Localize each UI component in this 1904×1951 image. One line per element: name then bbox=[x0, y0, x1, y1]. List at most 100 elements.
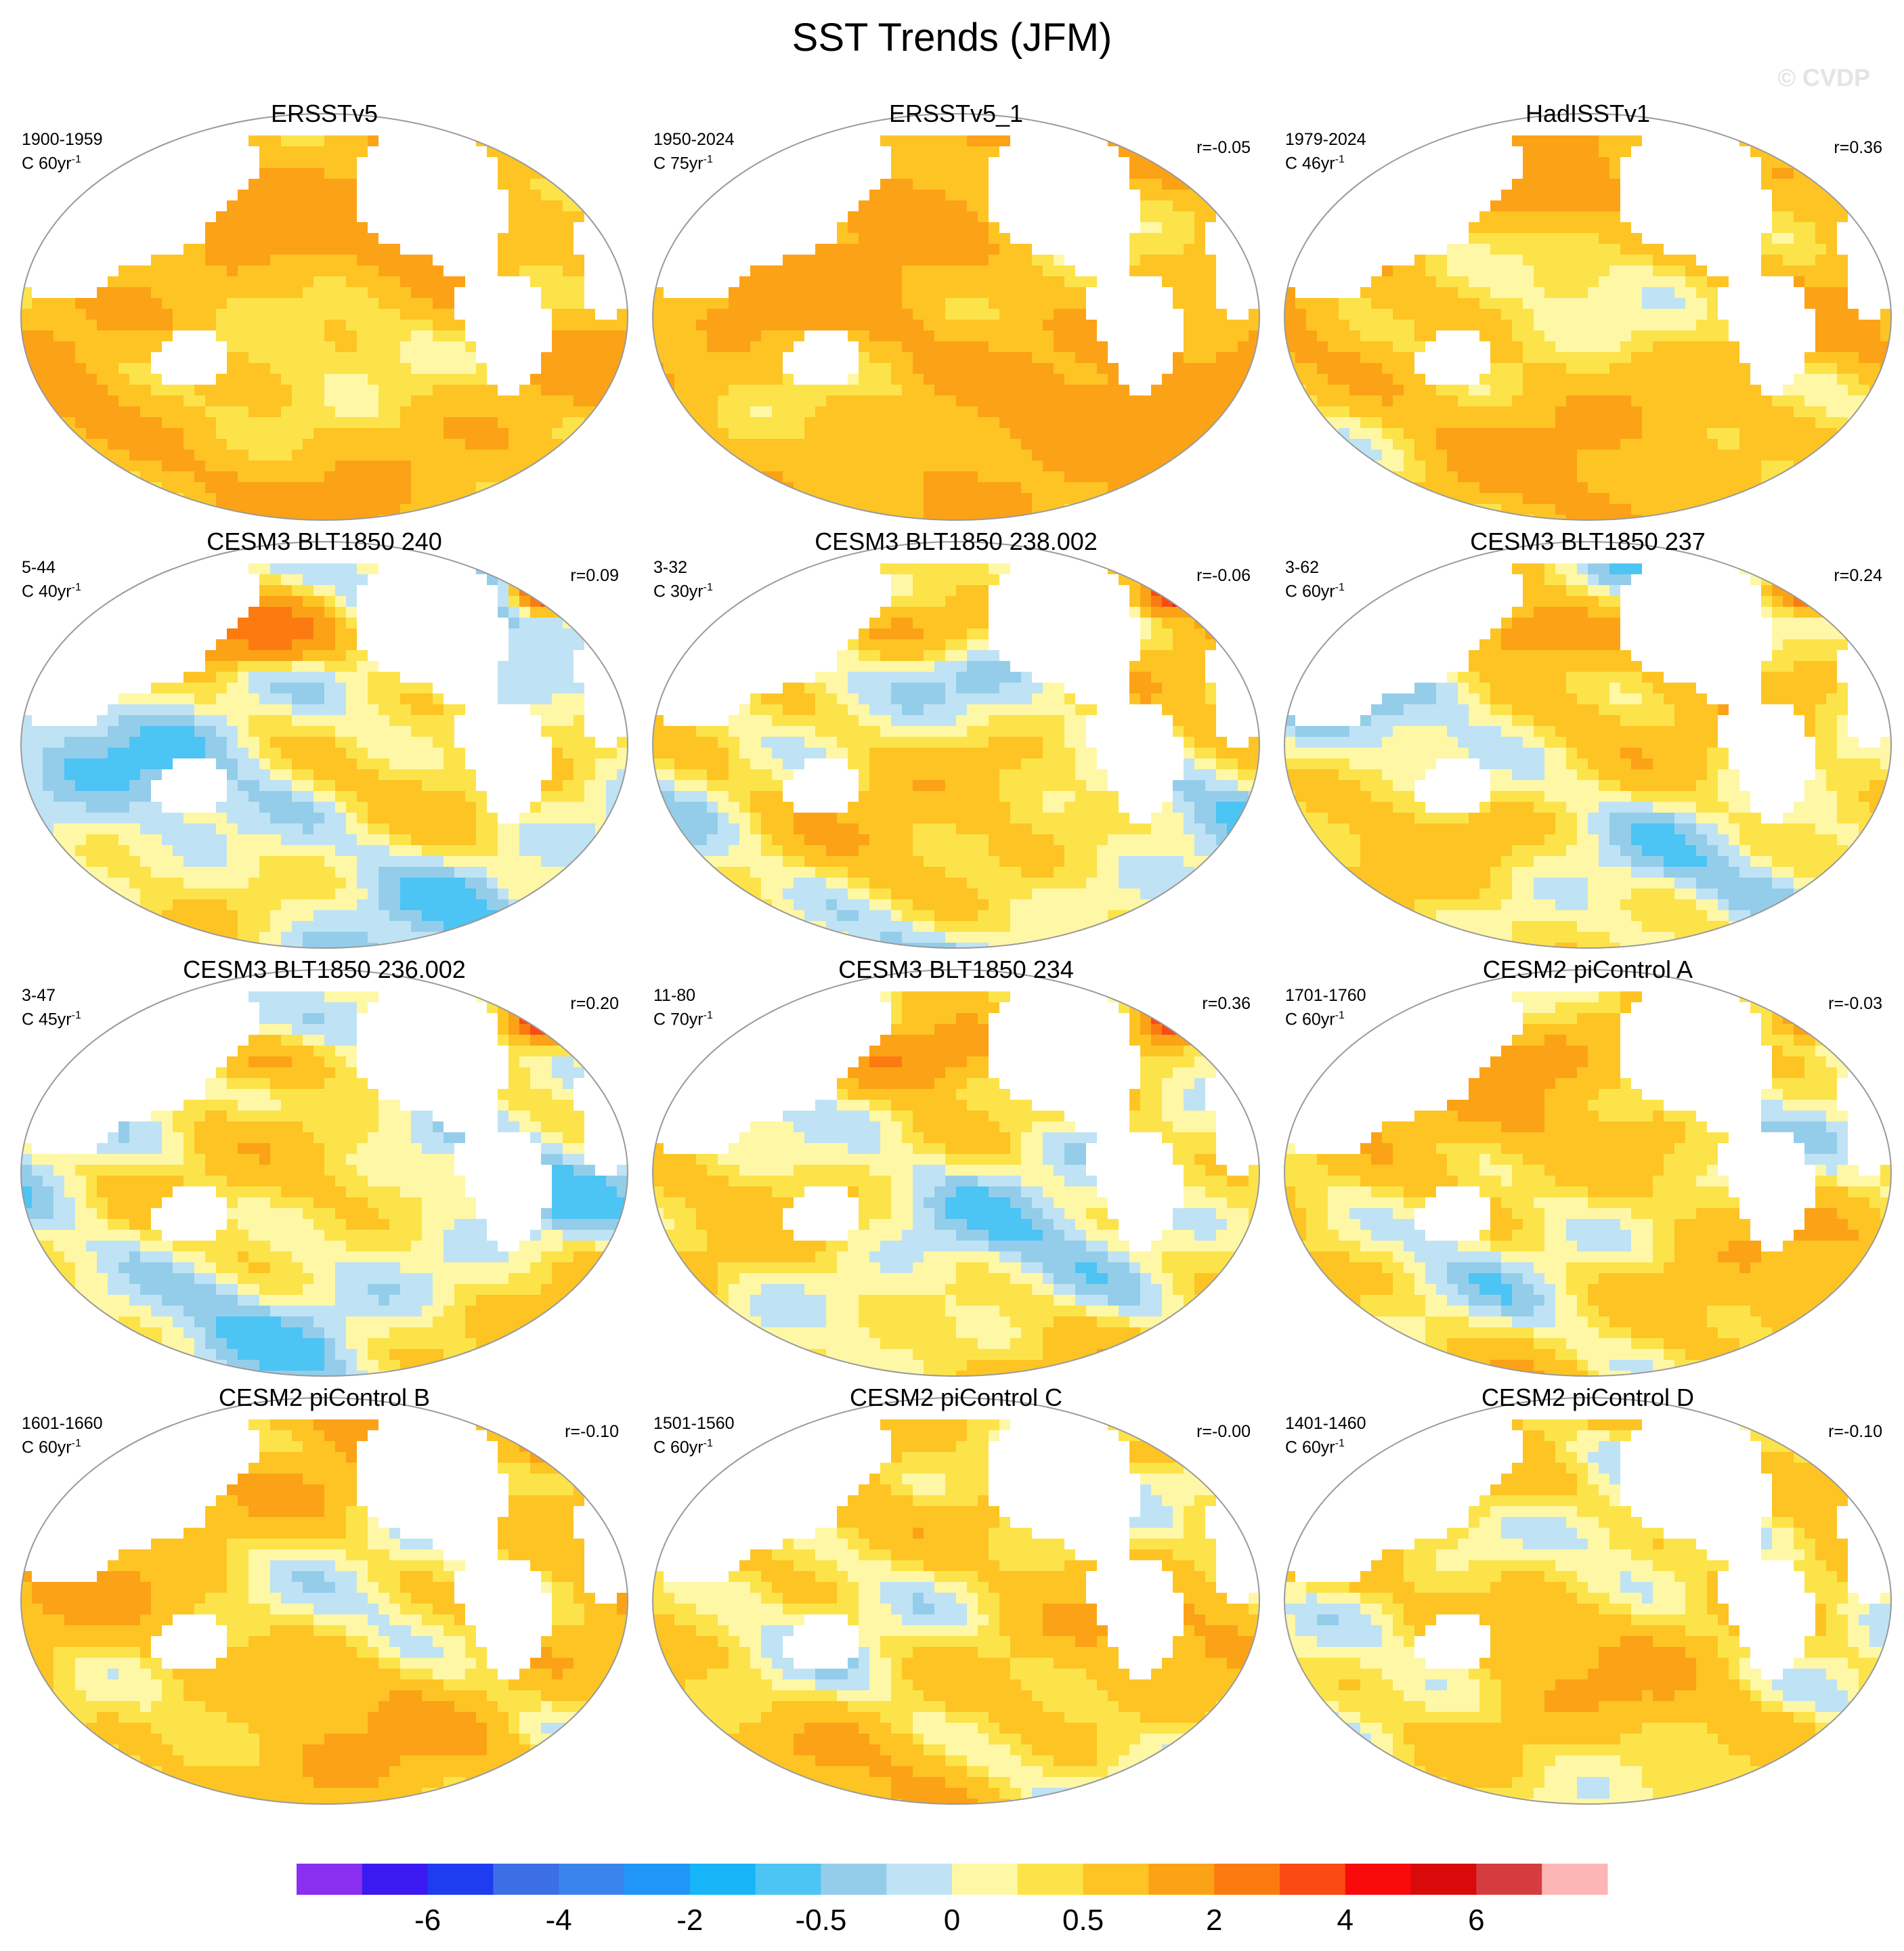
panel-title: ERSSTv5 bbox=[9, 100, 639, 127]
colorbar-swatch bbox=[886, 1864, 953, 1895]
colorbar-swatch bbox=[559, 1864, 625, 1895]
colorbar-tick-label: 6 bbox=[1468, 1904, 1484, 1937]
panel-grid: ERSSTv5 1900-1959 C 60yr-1 ERSSTv5_1 1950-20… bbox=[9, 100, 1903, 1811]
panel-units: C 40yr-1 bbox=[22, 578, 81, 601]
map-border bbox=[20, 113, 628, 521]
map-border bbox=[652, 541, 1260, 949]
sst-trend-map bbox=[652, 113, 1260, 521]
map-panel: ERSSTv5 1900-1959 C 60yr-1 bbox=[9, 100, 639, 527]
sst-trend-map bbox=[20, 969, 628, 1377]
panel-units: C 60yr-1 bbox=[22, 150, 81, 173]
panel-correlation: r=0.20 bbox=[570, 994, 619, 1014]
panel-title: CESM3 BLT1850 238.002 bbox=[641, 528, 1271, 555]
panel-units: C 70yr-1 bbox=[653, 1006, 713, 1029]
panel-period: 1701-1760 bbox=[1285, 986, 1366, 1006]
colorbar-swatch bbox=[1345, 1864, 1412, 1895]
colorbar-swatch bbox=[427, 1864, 494, 1895]
colorbar-tick-label: -0.5 bbox=[795, 1904, 846, 1937]
sst-trend-map bbox=[652, 541, 1260, 949]
map-panel: CESM2 piControl C 1501-1560 C 60yr-1 r=-0.0… bbox=[641, 1384, 1271, 1811]
map-panel: CESM3 BLT1850 236.002 3-47 C 45yr-1 r=0.20 bbox=[9, 956, 639, 1383]
colorbar-swatch bbox=[1410, 1864, 1477, 1895]
panel-units: C 45yr-1 bbox=[22, 1006, 81, 1029]
panel-title: CESM2 piControl C bbox=[641, 1384, 1271, 1411]
map-panel: CESM2 piControl A 1701-1760 C 60yr-1 r=-0.0… bbox=[1273, 956, 1903, 1383]
panel-period: 3-47 bbox=[22, 986, 56, 1006]
panel-title: CESM2 piControl B bbox=[9, 1384, 639, 1411]
map-panel: CESM3 BLT1850 234 11-80 C 70yr-1 r=0.36 bbox=[641, 956, 1271, 1383]
watermark: © CVDP bbox=[1777, 64, 1870, 92]
panel-units: C 60yr-1 bbox=[22, 1434, 81, 1457]
colorbar-swatch bbox=[493, 1864, 559, 1895]
sst-trend-map bbox=[1284, 541, 1892, 949]
colorbar-swatch bbox=[1476, 1864, 1542, 1895]
map-border bbox=[20, 969, 628, 1377]
panel-units: C 60yr-1 bbox=[1285, 578, 1345, 601]
sst-trend-map bbox=[1284, 969, 1892, 1377]
colorbar-swatch bbox=[689, 1864, 756, 1895]
colorbar-swatch bbox=[1214, 1864, 1280, 1895]
sst-trend-map bbox=[652, 1397, 1260, 1805]
panel-title: CESM3 BLT1850 240 bbox=[9, 528, 639, 555]
panel-title: CESM2 piControl A bbox=[1273, 956, 1903, 983]
panel-correlation: r=-0.10 bbox=[565, 1422, 619, 1442]
sst-trend-map bbox=[652, 969, 1260, 1377]
map-panel: CESM2 piControl B 1601-1660 C 60yr-1 r=-0.1… bbox=[9, 1384, 639, 1811]
colorbar-tick-label: 0.5 bbox=[1062, 1904, 1104, 1937]
colorbar-swatch bbox=[1148, 1864, 1215, 1895]
panel-period: 3-62 bbox=[1285, 558, 1319, 578]
sst-trend-map bbox=[1284, 1397, 1892, 1805]
colorbar-tick-label: 4 bbox=[1337, 1904, 1354, 1937]
panel-period: 1401-1460 bbox=[1285, 1414, 1366, 1434]
colorbar-tick-label: -4 bbox=[546, 1904, 572, 1937]
map-panel: CESM3 BLT1850 240 5-44 C 40yr-1 r=0.09 bbox=[9, 528, 639, 955]
map-border bbox=[652, 1397, 1260, 1805]
colorbar-tick-label: -2 bbox=[676, 1904, 703, 1937]
sst-trend-map bbox=[20, 1397, 628, 1805]
colorbar-swatch bbox=[1017, 1864, 1084, 1895]
colorbar-swatch bbox=[297, 1864, 363, 1895]
panel-correlation: r=-0.06 bbox=[1196, 566, 1251, 586]
colorbar-swatch bbox=[755, 1864, 821, 1895]
colorbar-tick-label: 0 bbox=[944, 1904, 960, 1937]
map-panel: ERSSTv5_1 1950-2024 C 75yr-1 r=-0.05 bbox=[641, 100, 1271, 527]
sst-trend-map bbox=[20, 113, 628, 521]
map-panel: HadISSTv1 1979-2024 C 46yr-1 r=0.36 bbox=[1273, 100, 1903, 527]
panel-period: 1501-1560 bbox=[653, 1414, 735, 1434]
panel-units: C 75yr-1 bbox=[653, 150, 713, 173]
panel-period: 1979-2024 bbox=[1285, 130, 1366, 150]
panel-units: C 60yr-1 bbox=[1285, 1434, 1345, 1457]
panel-period: 5-44 bbox=[22, 558, 56, 578]
map-panel: CESM3 BLT1850 237 3-62 C 60yr-1 r=0.24 bbox=[1273, 528, 1903, 955]
map-border bbox=[20, 541, 628, 949]
map-border bbox=[20, 1397, 628, 1805]
map-border bbox=[1284, 541, 1892, 949]
panel-correlation: r=-0.10 bbox=[1828, 1422, 1882, 1442]
panel-title: CESM3 BLT1850 234 bbox=[641, 956, 1271, 983]
panel-correlation: r=-0.03 bbox=[1828, 994, 1882, 1014]
sst-trend-map bbox=[1284, 113, 1892, 521]
panel-correlation: r=0.36 bbox=[1202, 994, 1251, 1014]
panel-correlation: r=-0.00 bbox=[1196, 1422, 1251, 1442]
colorbar-swatch bbox=[624, 1864, 691, 1895]
panel-title: CESM3 BLT1850 237 bbox=[1273, 528, 1903, 555]
panel-correlation: r=0.09 bbox=[570, 566, 619, 586]
colorbar-tick-label: 2 bbox=[1206, 1904, 1222, 1937]
panel-title: CESM2 piControl D bbox=[1273, 1384, 1903, 1411]
panel-correlation: r=0.24 bbox=[1834, 566, 1882, 586]
panel-period: 1900-1959 bbox=[22, 130, 103, 150]
panel-correlation: r=-0.05 bbox=[1196, 138, 1251, 158]
map-border bbox=[1284, 1397, 1892, 1805]
panel-units: C 60yr-1 bbox=[1285, 1006, 1345, 1029]
map-border bbox=[1284, 969, 1892, 1377]
map-panel: CESM3 BLT1850 238.002 3-32 C 30yr-1 r=-0.06 bbox=[641, 528, 1271, 955]
map-panel: CESM2 piControl D 1401-1460 C 60yr-1 r=-0.1… bbox=[1273, 1384, 1903, 1811]
panel-period: 1601-1660 bbox=[22, 1414, 103, 1434]
colorbar-swatch bbox=[821, 1864, 887, 1895]
map-border bbox=[1284, 113, 1892, 521]
panel-period: 11-80 bbox=[653, 986, 695, 1006]
map-border bbox=[652, 113, 1260, 521]
sst-trend-map bbox=[20, 541, 628, 949]
map-border bbox=[652, 969, 1260, 1377]
panel-title: CESM3 BLT1850 236.002 bbox=[9, 956, 639, 983]
